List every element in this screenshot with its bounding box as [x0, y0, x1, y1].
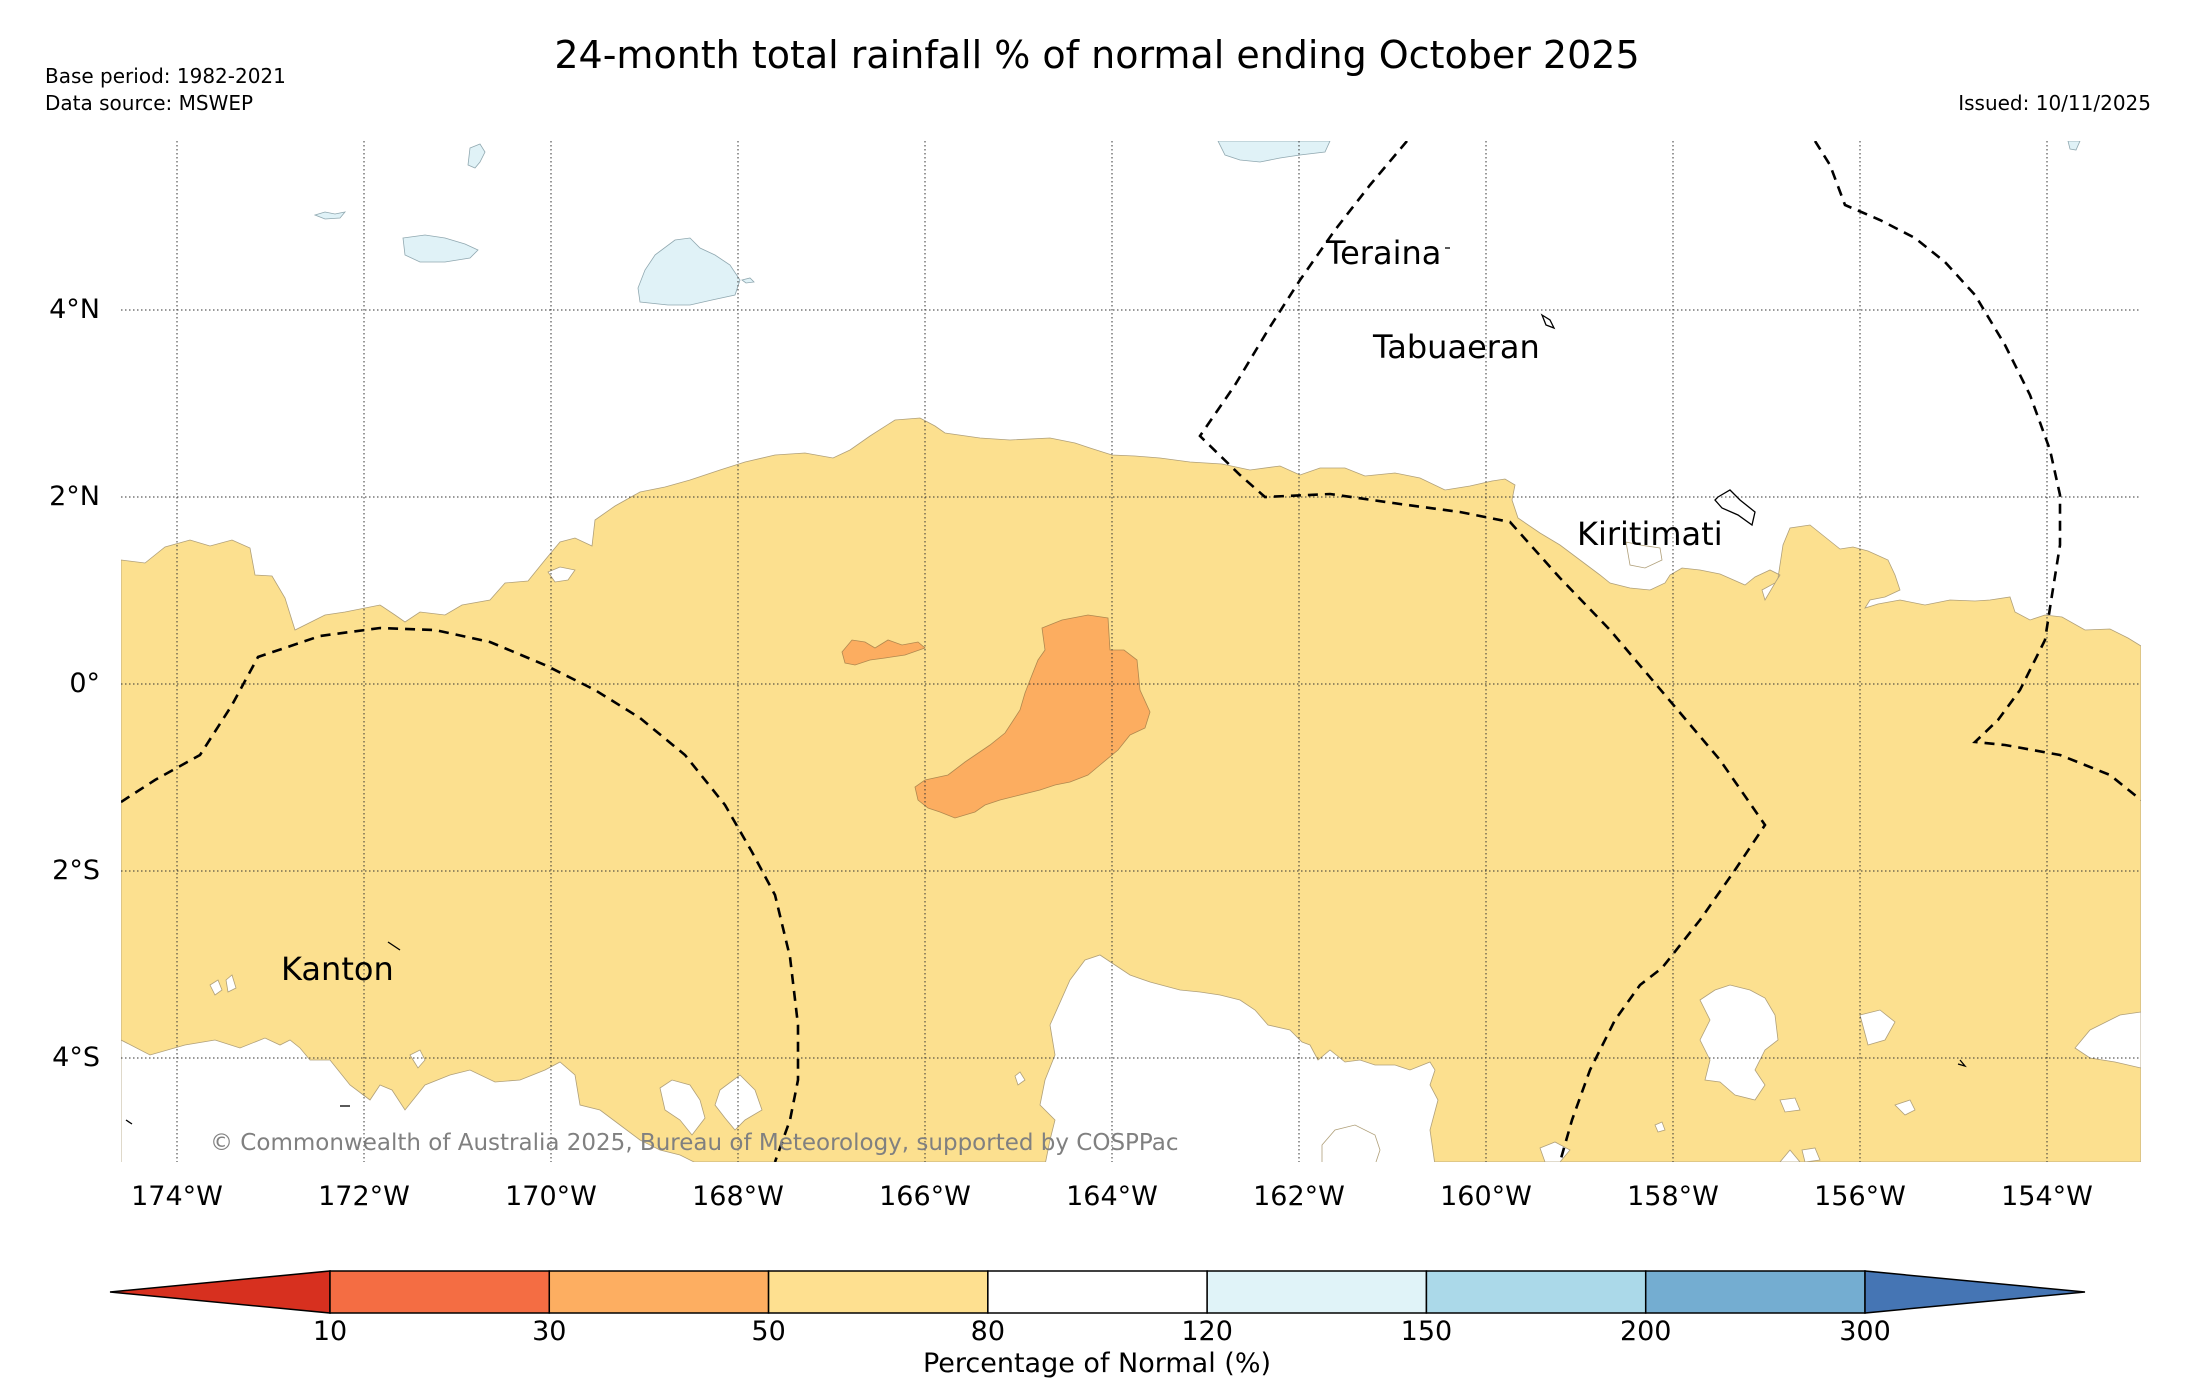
lon-tick-label: 162°W [1253, 1181, 1345, 1212]
colorbar-tick-label: 300 [1839, 1316, 1891, 1347]
colorbar: 10 30 50 80 120 150 200 300 Percentage of Norma… [109, 1270, 2086, 1379]
colorbar-tick-label: 120 [1181, 1316, 1233, 1347]
colorbar-tick-label: 80 [971, 1316, 1005, 1347]
colorbar-tick-label: 10 [313, 1316, 347, 1347]
place-label-kiritimati: Kiritimati [1577, 515, 1723, 553]
lon-tick-label: 158°W [1627, 1181, 1719, 1212]
lat-tick-label: 4°N [49, 294, 100, 325]
rainfall-region-50-80 [121, 417, 2141, 1162]
lon-tick-label: 160°W [1440, 1181, 1532, 1212]
gridlines [121, 141, 2141, 1162]
colorbar-swatch [548, 1270, 770, 1314]
chart-title: 24-month total rainfall % of normal endi… [554, 33, 1639, 77]
rainfall-region-30-50 [841, 614, 1151, 819]
colorbar-swatch [329, 1270, 551, 1314]
lon-tick-label: 172°W [318, 1181, 410, 1212]
lat-tick-label: 4°S [52, 1042, 100, 1073]
colorbar-swatch [767, 1270, 989, 1314]
copyright-notice: © Commonwealth of Australia 2025, Bureau… [210, 1130, 1179, 1156]
lon-tick-label: 170°W [505, 1181, 597, 1212]
lat-tick-label: 2°S [52, 855, 100, 886]
colorbar-label: Percentage of Normal (%) [923, 1348, 1271, 1379]
lon-tick-label: 174°W [131, 1181, 223, 1212]
colorbar-swatches [109, 1270, 2086, 1314]
longitude-labels: 174°W 172°W 170°W 168°W 166°W 164°W 162°… [131, 1181, 2093, 1212]
latitude-labels: 4°N 2°N 0° 2°S 4°S [49, 294, 100, 1073]
colorbar-swatch [1206, 1270, 1428, 1314]
colorbar-swatch [987, 1270, 1208, 1314]
lon-tick-label: 166°W [879, 1181, 971, 1212]
rainfall-region-120-150 [313, 141, 2081, 306]
colorbar-tick-labels: 10 30 50 80 120 150 200 300 [313, 1316, 1891, 1347]
place-label-kanton: Kanton [281, 950, 394, 988]
lon-tick-label: 168°W [692, 1181, 784, 1212]
lon-tick-label: 154°W [2001, 1181, 2093, 1212]
colorbar-low-arrow [109, 1270, 331, 1314]
colorbar-tick-label: 50 [751, 1316, 785, 1347]
colorbar-tick-label: 30 [532, 1316, 566, 1347]
issued-date: Issued: 10/11/2025 [1958, 91, 2151, 115]
lat-tick-label: 2°N [49, 481, 100, 512]
colorbar-high-arrow [1864, 1270, 2086, 1314]
colorbar-swatch [1425, 1270, 1647, 1314]
place-label-teraina: Teraina [1325, 234, 1441, 272]
colorbar-tick-label: 150 [1401, 1316, 1453, 1347]
data-source-note: Data source: MSWEP [45, 91, 253, 115]
map-area [121, 141, 2141, 1162]
base-period-note: Base period: 1982-2021 [45, 64, 286, 88]
lon-tick-label: 164°W [1066, 1181, 1158, 1212]
atoll-outlines [125, 247, 1967, 1125]
lon-tick-label: 156°W [1814, 1181, 1906, 1212]
lat-tick-label: 0° [69, 668, 100, 699]
place-label-tabuaeran: Tabuaeran [1372, 328, 1540, 366]
colorbar-tick-label: 200 [1620, 1316, 1672, 1347]
eez-boundaries [121, 141, 2141, 1162]
colorbar-swatch [1644, 1270, 1866, 1314]
